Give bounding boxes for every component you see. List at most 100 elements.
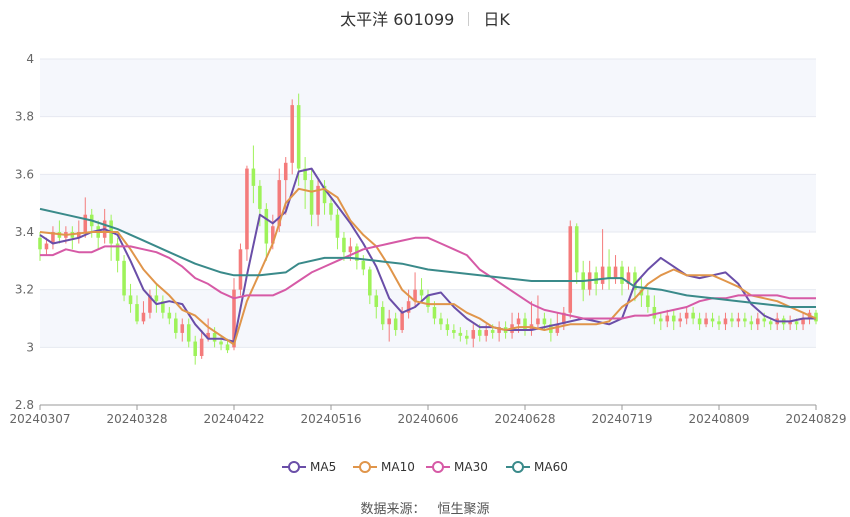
source-label: 数据来源： bbox=[360, 502, 426, 517]
candle-down bbox=[167, 312, 172, 319]
y-tick-label: 4 bbox=[26, 52, 34, 66]
candle-down bbox=[477, 330, 482, 336]
candle-down bbox=[361, 260, 366, 270]
candle-up bbox=[626, 272, 631, 284]
x-tick-label: 20240307 bbox=[9, 412, 70, 426]
candle-down bbox=[296, 105, 301, 169]
candle-up bbox=[245, 168, 249, 250]
candle-up bbox=[562, 312, 566, 325]
candle-down bbox=[342, 237, 346, 253]
candle-down bbox=[439, 318, 443, 325]
legend-marker bbox=[432, 461, 444, 473]
y-tick-label: 3.8 bbox=[15, 110, 34, 124]
period-label: 日K bbox=[483, 10, 510, 29]
candle-down bbox=[465, 335, 469, 339]
ma60-line bbox=[39, 207, 816, 308]
candle-up bbox=[413, 289, 417, 302]
x-tick-label: 20240628 bbox=[494, 412, 555, 426]
candle-down bbox=[697, 318, 702, 325]
candle-down bbox=[646, 295, 650, 307]
candle-down bbox=[355, 246, 359, 261]
moving-average-lines bbox=[39, 167, 817, 346]
candle-up bbox=[665, 315, 670, 322]
candle-down bbox=[251, 168, 256, 186]
candle-up bbox=[238, 249, 243, 290]
candle-down bbox=[374, 295, 379, 307]
legend-marker bbox=[359, 461, 371, 473]
x-tick-label: 20240328 bbox=[106, 412, 167, 426]
candle-up bbox=[83, 214, 88, 232]
candle-up bbox=[406, 301, 411, 313]
candle-up bbox=[600, 266, 605, 284]
chart-title: 太平洋 601099 日K bbox=[0, 6, 850, 30]
candle-down bbox=[432, 306, 437, 319]
candle-down bbox=[710, 318, 715, 322]
x-tick-label: 20240516 bbox=[300, 412, 361, 426]
candle-up bbox=[387, 318, 391, 325]
candle-down bbox=[762, 318, 767, 322]
x-tick-label: 20240719 bbox=[591, 412, 652, 426]
candle-down bbox=[219, 341, 223, 345]
candle-down bbox=[393, 318, 398, 331]
candle-down bbox=[490, 330, 495, 333]
candle-down bbox=[633, 272, 637, 290]
candle-up bbox=[555, 324, 560, 333]
candle-up bbox=[684, 312, 689, 319]
candle-down bbox=[368, 269, 372, 296]
source-name: 恒生聚源 bbox=[437, 502, 490, 517]
candle-up bbox=[148, 295, 152, 313]
data-source: 数据来源： 恒生聚源 bbox=[0, 498, 850, 517]
y-tick-label: 3.6 bbox=[15, 167, 34, 181]
plot-band bbox=[40, 174, 816, 232]
candle-up bbox=[199, 338, 204, 356]
candle-up bbox=[736, 318, 741, 322]
candle-up bbox=[283, 162, 288, 181]
candle-down bbox=[814, 312, 818, 322]
candle-up bbox=[516, 318, 521, 325]
candle-down bbox=[768, 321, 773, 325]
candle-down bbox=[309, 180, 314, 215]
candle-down bbox=[212, 332, 217, 342]
candle-down bbox=[380, 306, 385, 325]
x-tick-label: 20240422 bbox=[203, 412, 264, 426]
candle-down bbox=[135, 304, 139, 322]
candle-down bbox=[749, 321, 754, 325]
candle-up bbox=[277, 180, 282, 227]
candle-down bbox=[607, 266, 611, 279]
candle-up bbox=[788, 321, 792, 325]
candle-down bbox=[329, 203, 333, 215]
candle-down bbox=[652, 306, 657, 319]
candle-up bbox=[497, 327, 501, 333]
candle-up bbox=[77, 232, 81, 238]
candle-down bbox=[174, 318, 178, 333]
legend-label: MA30 bbox=[454, 460, 488, 474]
candle-down bbox=[458, 332, 463, 336]
candle-down bbox=[445, 324, 450, 331]
candle-down bbox=[659, 318, 663, 322]
candle-up bbox=[206, 332, 210, 339]
ma10-line bbox=[39, 187, 817, 346]
candle-down bbox=[115, 243, 120, 261]
candle-down bbox=[794, 321, 799, 325]
candle-down bbox=[128, 295, 133, 305]
candle-down bbox=[426, 295, 430, 307]
y-tick-label: 3 bbox=[26, 340, 34, 354]
y-tick-label: 3.4 bbox=[15, 225, 34, 239]
legend-label: MA5 bbox=[310, 460, 336, 474]
candle-up bbox=[678, 318, 682, 322]
candles bbox=[38, 93, 818, 365]
candle-down bbox=[322, 185, 327, 204]
candle-down bbox=[122, 260, 126, 296]
candle-up bbox=[756, 318, 760, 325]
legend-marker bbox=[288, 461, 300, 473]
candle-down bbox=[717, 321, 721, 325]
candle-down bbox=[542, 318, 547, 325]
stock-title: 太平洋 601099 bbox=[340, 10, 455, 29]
candle-down bbox=[523, 318, 527, 331]
candle-down bbox=[264, 208, 269, 244]
candle-down bbox=[730, 318, 734, 322]
plot-band bbox=[40, 59, 816, 117]
candle-up bbox=[484, 330, 488, 336]
x-tick-label: 20240809 bbox=[688, 412, 749, 426]
title-separator bbox=[468, 12, 470, 26]
